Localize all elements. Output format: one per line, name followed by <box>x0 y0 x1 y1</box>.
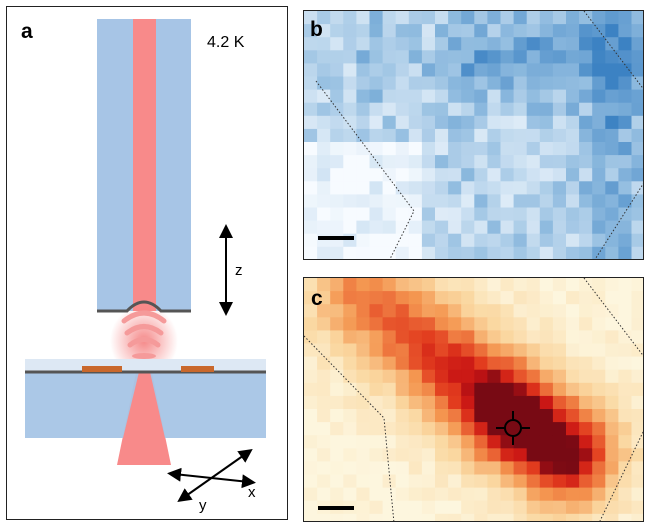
panel-letter-a: a <box>21 20 33 43</box>
schematic-drawing: z x y 4.2 K <box>25 19 266 514</box>
sample-edge-right-c <box>583 278 643 521</box>
panel-a-schematic: z x y 4.2 K a <box>6 6 288 520</box>
transmitted-beam-in-substrate <box>123 372 165 438</box>
panel-c-orange-map: c <box>303 277 644 522</box>
wavefront-2 <box>124 324 164 336</box>
panel-letter-c: c <box>311 287 323 310</box>
electrode-right <box>181 366 214 372</box>
z-axis-label: z <box>235 262 243 279</box>
scale-bar-c <box>318 506 354 510</box>
panel-letter-b: b <box>310 18 323 41</box>
substrate-top-layer <box>25 359 266 372</box>
wavefront-1 <box>121 310 167 324</box>
scale-bar-b <box>318 236 354 240</box>
wavefront-3 <box>127 337 161 348</box>
temperature-label: 4.2 K <box>207 34 245 51</box>
blue-intensity-map <box>304 11 643 259</box>
crosshair-circle-icon <box>496 411 530 445</box>
y-axis-label: y <box>199 497 207 514</box>
sample-edge-right-b <box>583 11 643 259</box>
y-arrow <box>177 448 253 503</box>
wavefront-4 <box>132 353 156 359</box>
electrode-left <box>82 366 122 372</box>
fiber-core-beam <box>133 19 156 311</box>
orange-intensity-map <box>304 278 643 521</box>
panel-b-blue-map: b <box>303 10 644 260</box>
sample-edge-left-b <box>315 80 415 259</box>
x-axis-label: x <box>248 484 256 501</box>
